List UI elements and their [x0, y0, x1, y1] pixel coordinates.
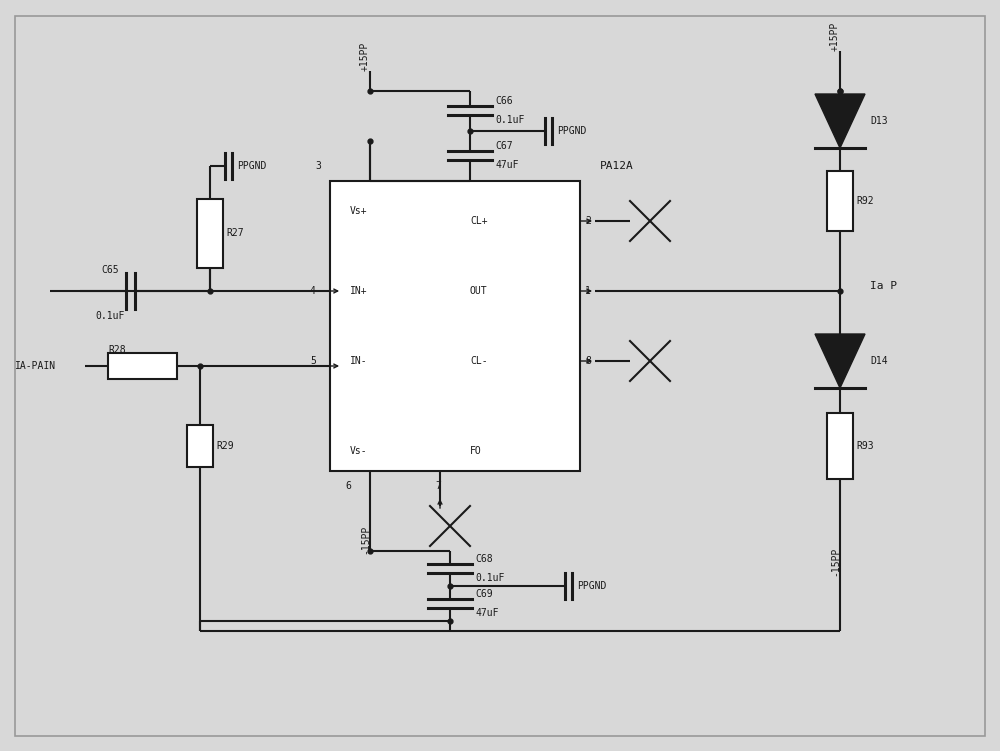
- Text: C68: C68: [475, 554, 493, 564]
- Text: 47uF: 47uF: [495, 161, 518, 170]
- Text: R29: R29: [216, 441, 234, 451]
- Text: 6: 6: [345, 481, 351, 491]
- Text: 7: 7: [435, 481, 441, 491]
- Text: +15PP: +15PP: [360, 41, 370, 71]
- Text: 3: 3: [315, 161, 321, 171]
- Text: 4: 4: [310, 286, 316, 296]
- Text: Vs+: Vs+: [350, 206, 368, 216]
- Text: IA-PAIN: IA-PAIN: [15, 361, 56, 371]
- Text: +15PP: +15PP: [830, 21, 840, 50]
- Text: 5: 5: [310, 356, 316, 366]
- Text: Ia P: Ia P: [870, 281, 897, 291]
- Text: PPGND: PPGND: [577, 581, 606, 591]
- Text: 0.1uF: 0.1uF: [495, 116, 524, 125]
- Text: D13: D13: [870, 116, 888, 126]
- Text: -15PP: -15PP: [360, 524, 370, 553]
- Text: 2: 2: [585, 216, 591, 226]
- Text: OUT: OUT: [470, 286, 488, 296]
- Bar: [330, 181, 580, 471]
- Text: FO: FO: [470, 446, 482, 456]
- Text: CL+: CL+: [470, 216, 488, 226]
- Bar: [827, 413, 853, 479]
- Text: -15PP: -15PP: [830, 546, 840, 576]
- Polygon shape: [815, 334, 865, 388]
- Text: 1: 1: [585, 286, 591, 296]
- Text: Vs-: Vs-: [350, 446, 368, 456]
- Text: C65: C65: [101, 265, 119, 275]
- Text: R93: R93: [856, 441, 874, 451]
- Text: C67: C67: [495, 141, 513, 152]
- Text: R28: R28: [108, 345, 126, 355]
- Bar: [187, 425, 213, 467]
- Text: 8: 8: [585, 356, 591, 366]
- Text: IN-: IN-: [350, 356, 368, 366]
- Text: 0.1uF: 0.1uF: [95, 311, 125, 321]
- Text: PA12A: PA12A: [600, 161, 634, 171]
- Bar: [108, 353, 177, 379]
- Text: C69: C69: [475, 589, 493, 599]
- Text: R27: R27: [226, 228, 244, 239]
- Text: IN+: IN+: [350, 286, 368, 296]
- Bar: [197, 199, 223, 268]
- Text: CL-: CL-: [470, 356, 488, 366]
- Text: PPGND: PPGND: [237, 161, 266, 171]
- Bar: [827, 171, 853, 231]
- Polygon shape: [815, 94, 865, 148]
- Text: PPGND: PPGND: [557, 126, 586, 136]
- Text: 0.1uF: 0.1uF: [475, 573, 504, 583]
- Text: D14: D14: [870, 356, 888, 366]
- Text: 47uF: 47uF: [475, 608, 498, 618]
- Text: R92: R92: [856, 196, 874, 206]
- Text: C66: C66: [495, 96, 513, 107]
